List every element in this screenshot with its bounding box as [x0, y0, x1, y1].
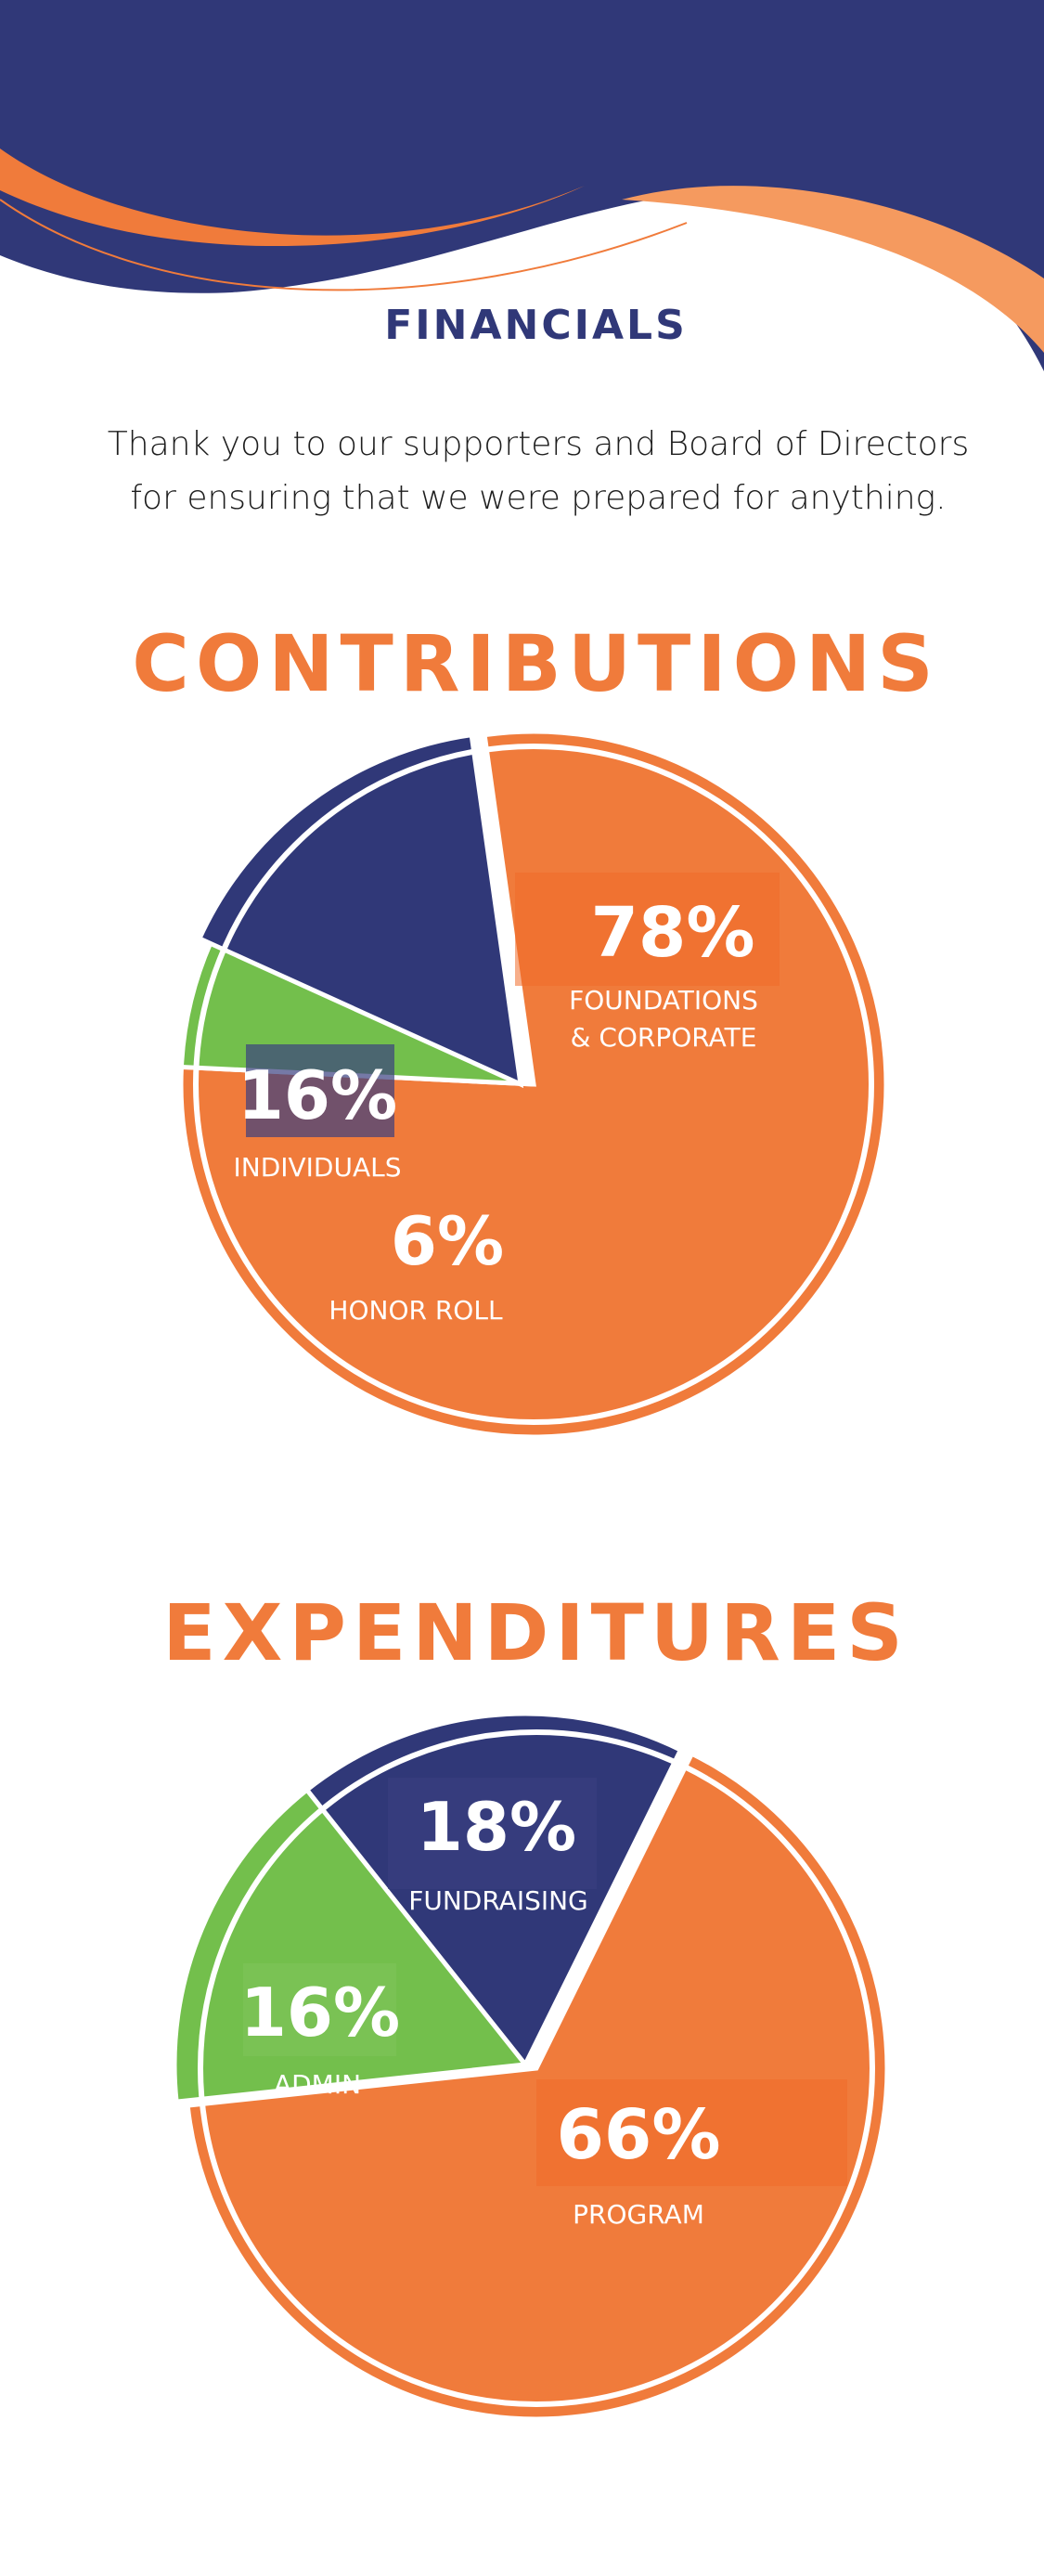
label-box-admin	[243, 1963, 396, 2056]
cat-label-individuals: INDIVIDUALS	[233, 1152, 401, 1183]
contributions-title: CONTRIBUTIONS	[132, 618, 940, 709]
cat-label-foundations-2: & CORPORATE	[571, 1022, 757, 1053]
pct-label-foundations: 78%	[590, 893, 754, 973]
intro-text: Thank you to our supporters and Board of…	[93, 418, 984, 525]
label-box-individuals	[246, 1044, 394, 1137]
slice-label-group-honor-roll: 6% HONOR ROLL	[329, 1202, 504, 1326]
slice-label-group-individuals: 16% INDIVIDUALS	[233, 1044, 402, 1183]
contributions-pie-chart: 78% FOUNDATIONS & CORPORATE 16% INDIVIDU…	[178, 729, 889, 1440]
banner-orange-swoosh-right	[622, 186, 1044, 353]
pct-label-program: 66%	[556, 2095, 720, 2175]
cat-label-honor-roll: HONOR ROLL	[329, 1295, 503, 1326]
page-title: FINANCIALS	[384, 302, 688, 349]
slice-label-group-foundations: 78% FOUNDATIONS & CORPORATE	[515, 873, 780, 1053]
slice-label-group-program: 66% PROGRAM	[536, 2079, 847, 2230]
pct-label-honor-roll: 6%	[391, 1202, 504, 1280]
pct-label-individuals: 16%	[238, 1056, 397, 1134]
pie-slice-individuals	[196, 731, 524, 1089]
banner-thin-line	[0, 199, 688, 291]
label-box-foundations	[515, 873, 780, 986]
header-banner	[0, 0, 1044, 371]
slice-label-group-fundraising: 18% FUNDRAISING	[388, 1778, 597, 1916]
label-box-program	[536, 2079, 847, 2186]
pie-inner-ring	[198, 1729, 875, 2407]
slice-label-group-admin: 16% ADMIN	[240, 1963, 400, 2100]
pie-inner-ring	[193, 744, 874, 1425]
cat-label-foundations-1: FOUNDATIONS	[569, 985, 758, 1016]
intro-line-1: Thank you to our supporters and Board of…	[107, 425, 970, 463]
cat-label-fundraising: FUNDRAISING	[408, 1885, 588, 1916]
label-box-fundraising	[388, 1778, 597, 1889]
intro-line-2: for ensuring that we were prepared for a…	[130, 479, 947, 517]
cat-label-program: PROGRAM	[573, 2199, 704, 2230]
expenditures-title: EXPENDITURES	[162, 1587, 909, 1678]
banner-navy-wave	[0, 0, 1044, 371]
pct-label-fundraising: 18%	[417, 1788, 576, 1866]
cat-label-admin: ADMIN	[274, 2069, 361, 2100]
pct-label-admin: 16%	[240, 1974, 400, 2052]
expenditures-pie-chart: 18% FUNDRAISING 16% ADMIN 66% PROGRAM	[172, 1711, 890, 2422]
banner-orange-swoosh-left	[0, 149, 585, 247]
